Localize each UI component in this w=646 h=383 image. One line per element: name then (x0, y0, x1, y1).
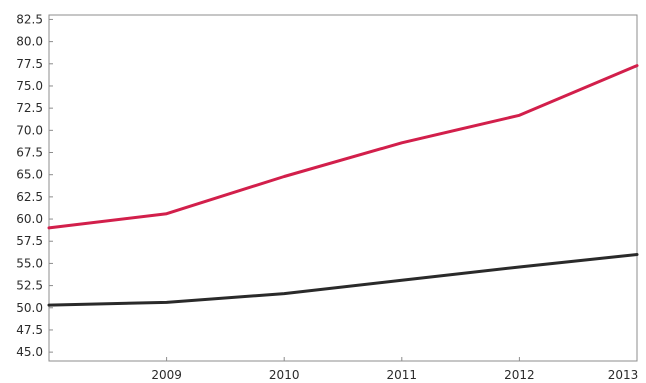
y-tick-label: 67.5 (16, 146, 43, 160)
y-tick-label: 47.5 (16, 323, 43, 337)
series-line-1 (47, 64, 639, 230)
y-tick-label: 77.5 (16, 57, 43, 71)
y-tick-label: 70.0 (16, 123, 43, 137)
y-tick-label: 80.0 (16, 35, 43, 49)
x-tick-label: 2009 (151, 368, 182, 382)
series-group (47, 64, 639, 307)
x-axis: 2009 2010 2011 2012 2013 (151, 357, 638, 382)
y-tick-label: 55.0 (16, 256, 43, 270)
y-tick-label: 62.5 (16, 190, 43, 204)
y-tick-label: 45.0 (16, 345, 43, 359)
y-tick-label: 65.0 (16, 168, 43, 182)
series-line-2 (47, 253, 639, 307)
y-tick-label: 75.0 (16, 79, 43, 93)
y-tick-label: 60.0 (16, 212, 43, 226)
x-tick-label: 2011 (387, 368, 418, 382)
x-tick-label: 2010 (269, 368, 300, 382)
y-tick-label: 52.5 (16, 279, 43, 293)
y-tick-label: 57.5 (16, 234, 43, 248)
y-tick-label: 82.5 (16, 12, 43, 26)
x-tick-label: 2013 (608, 368, 639, 382)
plot-area (48, 14, 638, 362)
y-tick-label: 72.5 (16, 101, 43, 115)
x-tick-label: 2012 (504, 368, 535, 382)
y-tick-label: 50.0 (16, 301, 43, 315)
y-axis: 45.0 47.5 50.0 52.5 55.0 57.5 60.0 62.5 65.0 67.5… (16, 12, 53, 359)
